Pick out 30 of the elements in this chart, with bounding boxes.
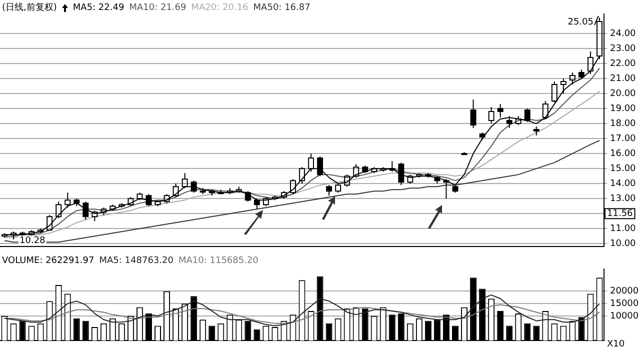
chart-title: (日线,前复权)	[2, 2, 57, 14]
y-tick-label: 21.00	[610, 74, 636, 84]
y-tick-label: 20000	[610, 286, 639, 297]
y-tick-label: 10000	[610, 311, 639, 322]
text: X10	[607, 339, 625, 349]
y-tick-label: 23.00	[610, 44, 636, 54]
text: MA50: 16.87	[253, 2, 310, 12]
legend-label: MA5: 22.49	[72, 2, 124, 12]
annotation: 25.05	[568, 17, 594, 28]
candlestick	[560, 78, 566, 94]
text: MA20: 20.16	[191, 2, 248, 12]
y-tick-label: 15000	[610, 298, 639, 309]
y-tick-label: 11.00	[610, 224, 636, 234]
y-tick-label: 14.00	[610, 178, 636, 189]
y-tick-label: 17.00	[610, 134, 636, 144]
text: MA5: 148763.20	[99, 256, 174, 266]
y-tick-label: 20.00	[610, 88, 636, 99]
y-tick-label: 22.00	[610, 58, 636, 69]
y-tick-label: 10.00	[610, 238, 636, 249]
y-tick-label: 18.00	[610, 118, 636, 129]
candlestick	[64, 192, 71, 208]
y-tick-label: 16.00	[610, 148, 636, 159]
y-tick-label: 19.00	[610, 104, 636, 114]
y-tick-label: 13.00	[610, 194, 636, 204]
y-tick-label: 24.00	[610, 28, 636, 39]
y-tick-label: 15.00	[610, 164, 636, 174]
text: 11.56	[607, 208, 634, 219]
text: MA10: 115685.20	[178, 256, 258, 266]
text: VOLUME: 262291.97	[2, 256, 94, 266]
text: MA10: 21.69	[129, 2, 186, 12]
